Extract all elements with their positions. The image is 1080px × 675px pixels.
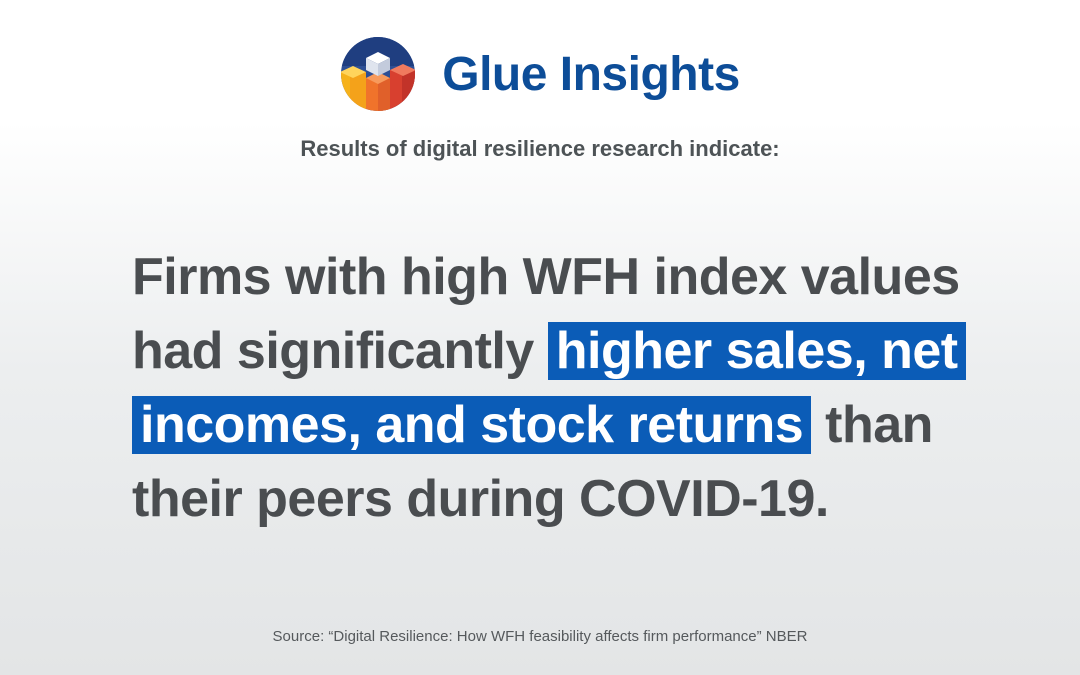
statement-after: than their peers during COVID-19.	[132, 396, 933, 528]
main-statement: Firms with high WFH index values had sig…	[132, 240, 992, 536]
source-citation: Source: “Digital Resilience: How WFH fea…	[272, 628, 808, 645]
brand-header: Glue Insights	[0, 34, 1080, 114]
intro-text: Results of digital resilience research i…	[300, 136, 780, 161]
brand-name: Glue Insights	[442, 47, 740, 101]
statement-before: Firms with high WFH index values had sig…	[132, 248, 960, 380]
glue-insights-logo-icon	[341, 37, 416, 111]
